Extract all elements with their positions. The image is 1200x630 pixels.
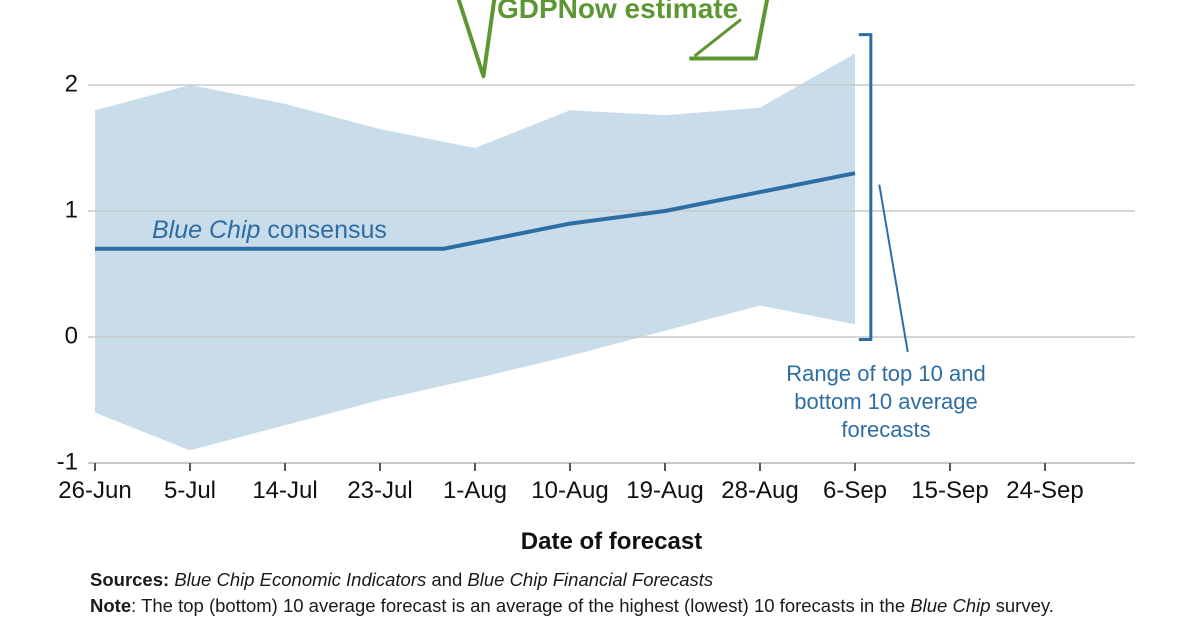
y-tick-label: 2 xyxy=(64,70,78,98)
note-suffix: survey. xyxy=(990,595,1054,616)
sources-title-1: Blue Chip Economic Indicators xyxy=(174,569,427,590)
forecast-range-band xyxy=(95,53,855,451)
range-bracket xyxy=(858,33,873,342)
gdpnow-leader-line xyxy=(693,18,742,58)
x-tick-label: 14-Jul xyxy=(252,477,318,504)
note-line: Note: The top (bottom) 10 average foreca… xyxy=(90,593,1054,619)
blue-chip-consensus-label: Blue Chip consensus xyxy=(152,216,387,245)
gdpnow-estimate-line xyxy=(689,0,770,61)
range-leader-line xyxy=(878,184,909,353)
x-tick-label: 28-Aug xyxy=(721,477,799,504)
blue-chip-consensus-label-rest: consensus xyxy=(260,216,387,244)
x-tick-label: 5-Jul xyxy=(163,477,217,504)
source-note-block: Sources: Blue Chip Economic Indicators a… xyxy=(90,567,1054,619)
x-tick-label: 1-Aug xyxy=(442,477,508,504)
blue-chip-consensus-line xyxy=(95,171,856,251)
blue-chip-consensus-label-italic: Blue Chip xyxy=(152,216,261,244)
y-tick-label: 1 xyxy=(64,196,78,224)
y-tick-label: -1 xyxy=(56,448,78,476)
x-tick-label: 15-Sep xyxy=(911,477,989,504)
x-tick-label: 26-Jun xyxy=(58,477,132,504)
x-axis-title: Date of forecast xyxy=(520,528,703,555)
y-tick-label: 0 xyxy=(64,322,78,350)
sources-label: Sources: xyxy=(90,569,170,590)
gdpnow-estimate-line xyxy=(456,0,497,79)
x-tick-label: 6-Sep xyxy=(822,477,888,504)
note-label: Note xyxy=(90,595,132,616)
x-tick-label: 23-Jul xyxy=(347,477,413,504)
range-annotation-label: Range of top 10 and bottom 10 average fo… xyxy=(786,361,986,443)
note-text: : The top (bottom) 10 average forecast i… xyxy=(131,595,911,616)
sources-title-2: Blue Chip Financial Forecasts xyxy=(467,569,714,590)
sources-join: and xyxy=(426,569,468,590)
x-tick-label: 19-Aug xyxy=(626,477,704,504)
x-tick-label: 24-Sep xyxy=(1006,477,1084,504)
note-italic: Blue Chip xyxy=(910,595,991,616)
sources-line: Sources: Blue Chip Economic Indicators a… xyxy=(90,567,1054,593)
x-tick-label: 10-Aug xyxy=(531,477,609,504)
gdpnow-estimate-label: GDPNow estimate xyxy=(497,0,739,24)
